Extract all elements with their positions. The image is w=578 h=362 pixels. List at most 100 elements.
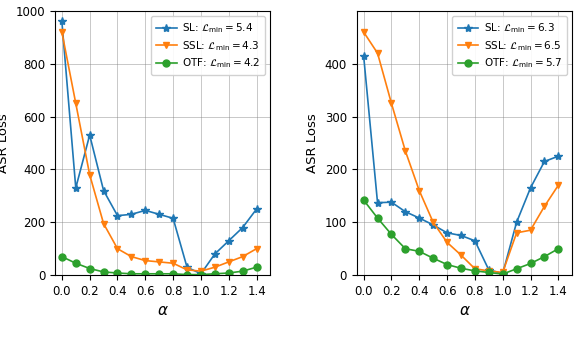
SSL: $\mathcal{L}_{\min} = 4.3$: (0.4, 100): $\mathcal{L}_{\min} = 4.3$: (0.4, 100) — [114, 247, 121, 251]
SSL: $\mathcal{L}_{\min} = 4.3$: (0.1, 650): $\mathcal{L}_{\min} = 4.3$: (0.1, 650) — [72, 101, 79, 106]
SSL: $\mathcal{L}_{\min} = 4.3$: (1.4, 100): $\mathcal{L}_{\min} = 4.3$: (1.4, 100) — [253, 247, 260, 251]
OTF: $\mathcal{L}_{\min} = 5.7$: (1, 2): $\mathcal{L}_{\min} = 5.7$: (1, 2) — [499, 272, 506, 276]
SSL: $\mathcal{L}_{\min} = 4.3$: (0.3, 195): $\mathcal{L}_{\min} = 4.3$: (0.3, 195) — [100, 222, 107, 226]
SL: $\mathcal{L}_{\min} = 5.4$: (0.9, 30): $\mathcal{L}_{\min} = 5.4$: (0.9, 30) — [184, 265, 191, 269]
SL: $\mathcal{L}_{\min} = 6.3$: (0.9, 10): $\mathcal{L}_{\min} = 6.3$: (0.9, 10) — [486, 268, 492, 272]
OTF: $\mathcal{L}_{\min} = 5.7$: (0.4, 45): $\mathcal{L}_{\min} = 5.7$: (0.4, 45) — [416, 249, 423, 253]
Line: SL: $\mathcal{L}_{\min} = 5.4$: SL: $\mathcal{L}_{\min} = 5.4$ — [58, 17, 261, 278]
SSL: $\mathcal{L}_{\min} = 4.3$: (1.1, 30): $\mathcal{L}_{\min} = 4.3$: (1.1, 30) — [212, 265, 218, 269]
SL: $\mathcal{L}_{\min} = 5.4$: (1.4, 250): $\mathcal{L}_{\min} = 5.4$: (1.4, 250) — [253, 207, 260, 211]
SL: $\mathcal{L}_{\min} = 5.4$: (1.1, 80): $\mathcal{L}_{\min} = 5.4$: (1.1, 80) — [212, 252, 218, 256]
SSL: $\mathcal{L}_{\min} = 6.5$: (0, 460): $\mathcal{L}_{\min} = 6.5$: (0, 460) — [360, 30, 367, 34]
SSL: $\mathcal{L}_{\min} = 6.5$: (0.5, 100): $\mathcal{L}_{\min} = 6.5$: (0.5, 100) — [429, 220, 436, 224]
SL: $\mathcal{L}_{\min} = 6.3$: (1.3, 215): $\mathcal{L}_{\min} = 6.3$: (1.3, 215) — [541, 159, 548, 164]
OTF: $\mathcal{L}_{\min} = 5.7$: (0.7, 13): $\mathcal{L}_{\min} = 5.7$: (0.7, 13) — [458, 266, 465, 270]
OTF: $\mathcal{L}_{\min} = 4.2$: (0, 70): $\mathcal{L}_{\min} = 4.2$: (0, 70) — [58, 254, 65, 259]
OTF: $\mathcal{L}_{\min} = 5.7$: (0.5, 32): $\mathcal{L}_{\min} = 5.7$: (0.5, 32) — [429, 256, 436, 260]
SL: $\mathcal{L}_{\min} = 6.3$: (0.8, 65): $\mathcal{L}_{\min} = 6.3$: (0.8, 65) — [472, 239, 479, 243]
Y-axis label: ASR Loss: ASR Loss — [0, 113, 10, 173]
OTF: $\mathcal{L}_{\min} = 5.7$: (0.8, 8): $\mathcal{L}_{\min} = 5.7$: (0.8, 8) — [472, 269, 479, 273]
OTF: $\mathcal{L}_{\min} = 4.2$: (0.5, 5): $\mathcal{L}_{\min} = 4.2$: (0.5, 5) — [128, 272, 135, 276]
SSL: $\mathcal{L}_{\min} = 4.3$: (0.2, 380): $\mathcal{L}_{\min} = 4.3$: (0.2, 380) — [86, 173, 93, 177]
SL: $\mathcal{L}_{\min} = 6.3$: (0.6, 80): $\mathcal{L}_{\min} = 6.3$: (0.6, 80) — [443, 231, 450, 235]
OTF: $\mathcal{L}_{\min} = 5.7$: (1.3, 35): $\mathcal{L}_{\min} = 5.7$: (1.3, 35) — [541, 254, 548, 259]
OTF: $\mathcal{L}_{\min} = 5.7$: (0.9, 5): $\mathcal{L}_{\min} = 5.7$: (0.9, 5) — [486, 270, 492, 275]
SL: $\mathcal{L}_{\min} = 6.3$: (1.1, 100): $\mathcal{L}_{\min} = 6.3$: (1.1, 100) — [513, 220, 520, 224]
SL: $\mathcal{L}_{\min} = 6.3$: (0.4, 108): $\mathcal{L}_{\min} = 6.3$: (0.4, 108) — [416, 216, 423, 220]
SL: $\mathcal{L}_{\min} = 6.3$: (0.2, 138): $\mathcal{L}_{\min} = 6.3$: (0.2, 138) — [388, 200, 395, 205]
Line: SSL: $\mathcal{L}_{\min} = 6.5$: SSL: $\mathcal{L}_{\min} = 6.5$ — [360, 29, 562, 276]
SSL: $\mathcal{L}_{\min} = 4.3$: (1, 15): $\mathcal{L}_{\min} = 4.3$: (1, 15) — [198, 269, 205, 273]
SSL: $\mathcal{L}_{\min} = 6.5$: (0.7, 38): $\mathcal{L}_{\min} = 6.5$: (0.7, 38) — [458, 253, 465, 257]
SL: $\mathcal{L}_{\min} = 5.4$: (0.1, 330): $\mathcal{L}_{\min} = 5.4$: (0.1, 330) — [72, 186, 79, 190]
SSL: $\mathcal{L}_{\min} = 6.5$: (0.1, 420): $\mathcal{L}_{\min} = 6.5$: (0.1, 420) — [374, 51, 381, 55]
OTF: $\mathcal{L}_{\min} = 4.2$: (1.2, 8): $\mathcal{L}_{\min} = 4.2$: (1.2, 8) — [225, 271, 232, 275]
SL: $\mathcal{L}_{\min} = 6.3$: (1.2, 165): $\mathcal{L}_{\min} = 6.3$: (1.2, 165) — [527, 186, 534, 190]
SL: $\mathcal{L}_{\min} = 5.4$: (1, 5): $\mathcal{L}_{\min} = 5.4$: (1, 5) — [198, 272, 205, 276]
SL: $\mathcal{L}_{\min} = 5.4$: (0, 960): $\mathcal{L}_{\min} = 5.4$: (0, 960) — [58, 19, 65, 24]
OTF: $\mathcal{L}_{\min} = 5.7$: (0.6, 20): $\mathcal{L}_{\min} = 5.7$: (0.6, 20) — [443, 262, 450, 267]
OTF: $\mathcal{L}_{\min} = 4.2$: (0.1, 45): $\mathcal{L}_{\min} = 4.2$: (0.1, 45) — [72, 261, 79, 265]
SSL: $\mathcal{L}_{\min} = 6.5$: (1, 5): $\mathcal{L}_{\min} = 6.5$: (1, 5) — [499, 270, 506, 275]
SSL: $\mathcal{L}_{\min} = 6.5$: (0.9, 8): $\mathcal{L}_{\min} = 6.5$: (0.9, 8) — [486, 269, 492, 273]
SSL: $\mathcal{L}_{\min} = 4.3$: (0.9, 20): $\mathcal{L}_{\min} = 4.3$: (0.9, 20) — [184, 268, 191, 272]
OTF: $\mathcal{L}_{\min} = 4.2$: (1.3, 15): $\mathcal{L}_{\min} = 4.2$: (1.3, 15) — [239, 269, 246, 273]
OTF: $\mathcal{L}_{\min} = 5.7$: (1.2, 22): $\mathcal{L}_{\min} = 5.7$: (1.2, 22) — [527, 261, 534, 266]
SSL: $\mathcal{L}_{\min} = 4.3$: (0.7, 50): $\mathcal{L}_{\min} = 4.3$: (0.7, 50) — [155, 260, 162, 264]
SSL: $\mathcal{L}_{\min} = 6.5$: (0.6, 62): $\mathcal{L}_{\min} = 6.5$: (0.6, 62) — [443, 240, 450, 244]
OTF: $\mathcal{L}_{\min} = 5.7$: (1.1, 12): $\mathcal{L}_{\min} = 5.7$: (1.1, 12) — [513, 266, 520, 271]
SL: $\mathcal{L}_{\min} = 6.3$: (0.5, 95): $\mathcal{L}_{\min} = 6.3$: (0.5, 95) — [429, 223, 436, 227]
SL: $\mathcal{L}_{\min} = 6.3$: (1.4, 225): $\mathcal{L}_{\min} = 6.3$: (1.4, 225) — [555, 154, 562, 159]
SSL: $\mathcal{L}_{\min} = 6.5$: (0.3, 235): $\mathcal{L}_{\min} = 6.5$: (0.3, 235) — [402, 149, 409, 153]
OTF: $\mathcal{L}_{\min} = 5.7$: (0.3, 50): $\mathcal{L}_{\min} = 5.7$: (0.3, 50) — [402, 247, 409, 251]
SSL: $\mathcal{L}_{\min} = 4.3$: (0, 920): $\mathcal{L}_{\min} = 4.3$: (0, 920) — [58, 30, 65, 34]
SL: $\mathcal{L}_{\min} = 5.4$: (1.3, 180): $\mathcal{L}_{\min} = 5.4$: (1.3, 180) — [239, 226, 246, 230]
SL: $\mathcal{L}_{\min} = 6.3$: (0, 415): $\mathcal{L}_{\min} = 6.3$: (0, 415) — [360, 54, 367, 58]
X-axis label: $\alpha$: $\alpha$ — [458, 303, 470, 319]
SSL: $\mathcal{L}_{\min} = 6.5$: (1.4, 170): $\mathcal{L}_{\min} = 6.5$: (1.4, 170) — [555, 183, 562, 188]
SL: $\mathcal{L}_{\min} = 5.4$: (0.6, 245): $\mathcal{L}_{\min} = 5.4$: (0.6, 245) — [142, 208, 149, 212]
SSL: $\mathcal{L}_{\min} = 4.3$: (0.8, 45): $\mathcal{L}_{\min} = 4.3$: (0.8, 45) — [170, 261, 177, 265]
SL: $\mathcal{L}_{\min} = 5.4$: (0.5, 230): $\mathcal{L}_{\min} = 5.4$: (0.5, 230) — [128, 212, 135, 216]
Line: SSL: $\mathcal{L}_{\min} = 4.3$: SSL: $\mathcal{L}_{\min} = 4.3$ — [58, 29, 260, 275]
SSL: $\mathcal{L}_{\min} = 6.5$: (1.2, 85): $\mathcal{L}_{\min} = 6.5$: (1.2, 85) — [527, 228, 534, 232]
OTF: $\mathcal{L}_{\min} = 4.2$: (0.8, 5): $\mathcal{L}_{\min} = 4.2$: (0.8, 5) — [170, 272, 177, 276]
SL: $\mathcal{L}_{\min} = 6.3$: (0.1, 137): $\mathcal{L}_{\min} = 6.3$: (0.1, 137) — [374, 201, 381, 205]
OTF: $\mathcal{L}_{\min} = 4.2$: (0.9, 2): $\mathcal{L}_{\min} = 4.2$: (0.9, 2) — [184, 273, 191, 277]
Y-axis label: ASR Loss: ASR Loss — [306, 113, 319, 173]
SL: $\mathcal{L}_{\min} = 6.3$: (0.3, 120): $\mathcal{L}_{\min} = 6.3$: (0.3, 120) — [402, 210, 409, 214]
SSL: $\mathcal{L}_{\min} = 4.3$: (1.3, 70): $\mathcal{L}_{\min} = 4.3$: (1.3, 70) — [239, 254, 246, 259]
OTF: $\mathcal{L}_{\min} = 4.2$: (0.4, 8): $\mathcal{L}_{\min} = 4.2$: (0.4, 8) — [114, 271, 121, 275]
OTF: $\mathcal{L}_{\min} = 4.2$: (0.3, 12): $\mathcal{L}_{\min} = 4.2$: (0.3, 12) — [100, 270, 107, 274]
Line: OTF: $\mathcal{L}_{\min} = 5.7$: OTF: $\mathcal{L}_{\min} = 5.7$ — [360, 197, 562, 278]
SSL: $\mathcal{L}_{\min} = 6.5$: (0.2, 325): $\mathcal{L}_{\min} = 6.5$: (0.2, 325) — [388, 101, 395, 106]
SL: $\mathcal{L}_{\min} = 5.4$: (0.3, 320): $\mathcal{L}_{\min} = 5.4$: (0.3, 320) — [100, 188, 107, 193]
OTF: $\mathcal{L}_{\min} = 5.7$: (0, 142): $\mathcal{L}_{\min} = 5.7$: (0, 142) — [360, 198, 367, 202]
OTF: $\mathcal{L}_{\min} = 4.2$: (0.7, 5): $\mathcal{L}_{\min} = 4.2$: (0.7, 5) — [155, 272, 162, 276]
X-axis label: $\alpha$: $\alpha$ — [157, 303, 169, 319]
OTF: $\mathcal{L}_{\min} = 4.2$: (0.6, 5): $\mathcal{L}_{\min} = 4.2$: (0.6, 5) — [142, 272, 149, 276]
Legend: SL: $\mathcal{L}_{\min} = 6.3$, SSL: $\mathcal{L}_{\min} = 6.5$, OTF: $\mathcal{: SL: $\mathcal{L}_{\min} = 6.3$, SSL: $\m… — [453, 16, 567, 75]
SSL: $\mathcal{L}_{\min} = 6.5$: (1.3, 130): $\mathcal{L}_{\min} = 6.5$: (1.3, 130) — [541, 204, 548, 209]
OTF: $\mathcal{L}_{\min} = 5.7$: (1.4, 50): $\mathcal{L}_{\min} = 5.7$: (1.4, 50) — [555, 247, 562, 251]
SSL: $\mathcal{L}_{\min} = 6.5$: (0.4, 160): $\mathcal{L}_{\min} = 6.5$: (0.4, 160) — [416, 188, 423, 193]
SL: $\mathcal{L}_{\min} = 5.4$: (1.2, 130): $\mathcal{L}_{\min} = 5.4$: (1.2, 130) — [225, 239, 232, 243]
SL: $\mathcal{L}_{\min} = 6.3$: (1, 3): $\mathcal{L}_{\min} = 6.3$: (1, 3) — [499, 272, 506, 276]
SL: $\mathcal{L}_{\min} = 5.4$: (0.4, 225): $\mathcal{L}_{\min} = 5.4$: (0.4, 225) — [114, 214, 121, 218]
SSL: $\mathcal{L}_{\min} = 4.3$: (0.5, 70): $\mathcal{L}_{\min} = 4.3$: (0.5, 70) — [128, 254, 135, 259]
SL: $\mathcal{L}_{\min} = 5.4$: (0.8, 215): $\mathcal{L}_{\min} = 5.4$: (0.8, 215) — [170, 216, 177, 220]
SSL: $\mathcal{L}_{\min} = 6.5$: (1.1, 80): $\mathcal{L}_{\min} = 6.5$: (1.1, 80) — [513, 231, 520, 235]
SL: $\mathcal{L}_{\min} = 5.4$: (0.7, 230): $\mathcal{L}_{\min} = 5.4$: (0.7, 230) — [155, 212, 162, 216]
SL: $\mathcal{L}_{\min} = 5.4$: (0.2, 530): $\mathcal{L}_{\min} = 5.4$: (0.2, 530) — [86, 133, 93, 137]
OTF: $\mathcal{L}_{\min} = 4.2$: (1, 2): $\mathcal{L}_{\min} = 4.2$: (1, 2) — [198, 273, 205, 277]
OTF: $\mathcal{L}_{\min} = 4.2$: (1.1, 5): $\mathcal{L}_{\min} = 4.2$: (1.1, 5) — [212, 272, 218, 276]
OTF: $\mathcal{L}_{\min} = 4.2$: (0.2, 25): $\mathcal{L}_{\min} = 4.2$: (0.2, 25) — [86, 266, 93, 271]
Line: OTF: $\mathcal{L}_{\min} = 4.2$: OTF: $\mathcal{L}_{\min} = 4.2$ — [58, 253, 260, 278]
SSL: $\mathcal{L}_{\min} = 4.3$: (1.2, 50): $\mathcal{L}_{\min} = 4.3$: (1.2, 50) — [225, 260, 232, 264]
OTF: $\mathcal{L}_{\min} = 4.2$: (1.4, 30): $\mathcal{L}_{\min} = 4.2$: (1.4, 30) — [253, 265, 260, 269]
SL: $\mathcal{L}_{\min} = 6.3$: (0.7, 75): $\mathcal{L}_{\min} = 6.3$: (0.7, 75) — [458, 233, 465, 238]
SSL: $\mathcal{L}_{\min} = 4.3$: (0.6, 55): $\mathcal{L}_{\min} = 4.3$: (0.6, 55) — [142, 258, 149, 263]
Legend: SL: $\mathcal{L}_{\min} = 5.4$, SSL: $\mathcal{L}_{\min} = 4.3$, OTF: $\mathcal{: SL: $\mathcal{L}_{\min} = 5.4$, SSL: $\m… — [151, 16, 265, 75]
OTF: $\mathcal{L}_{\min} = 5.7$: (0.1, 108): $\mathcal{L}_{\min} = 5.7$: (0.1, 108) — [374, 216, 381, 220]
SSL: $\mathcal{L}_{\min} = 6.5$: (0.8, 12): $\mathcal{L}_{\min} = 6.5$: (0.8, 12) — [472, 266, 479, 271]
